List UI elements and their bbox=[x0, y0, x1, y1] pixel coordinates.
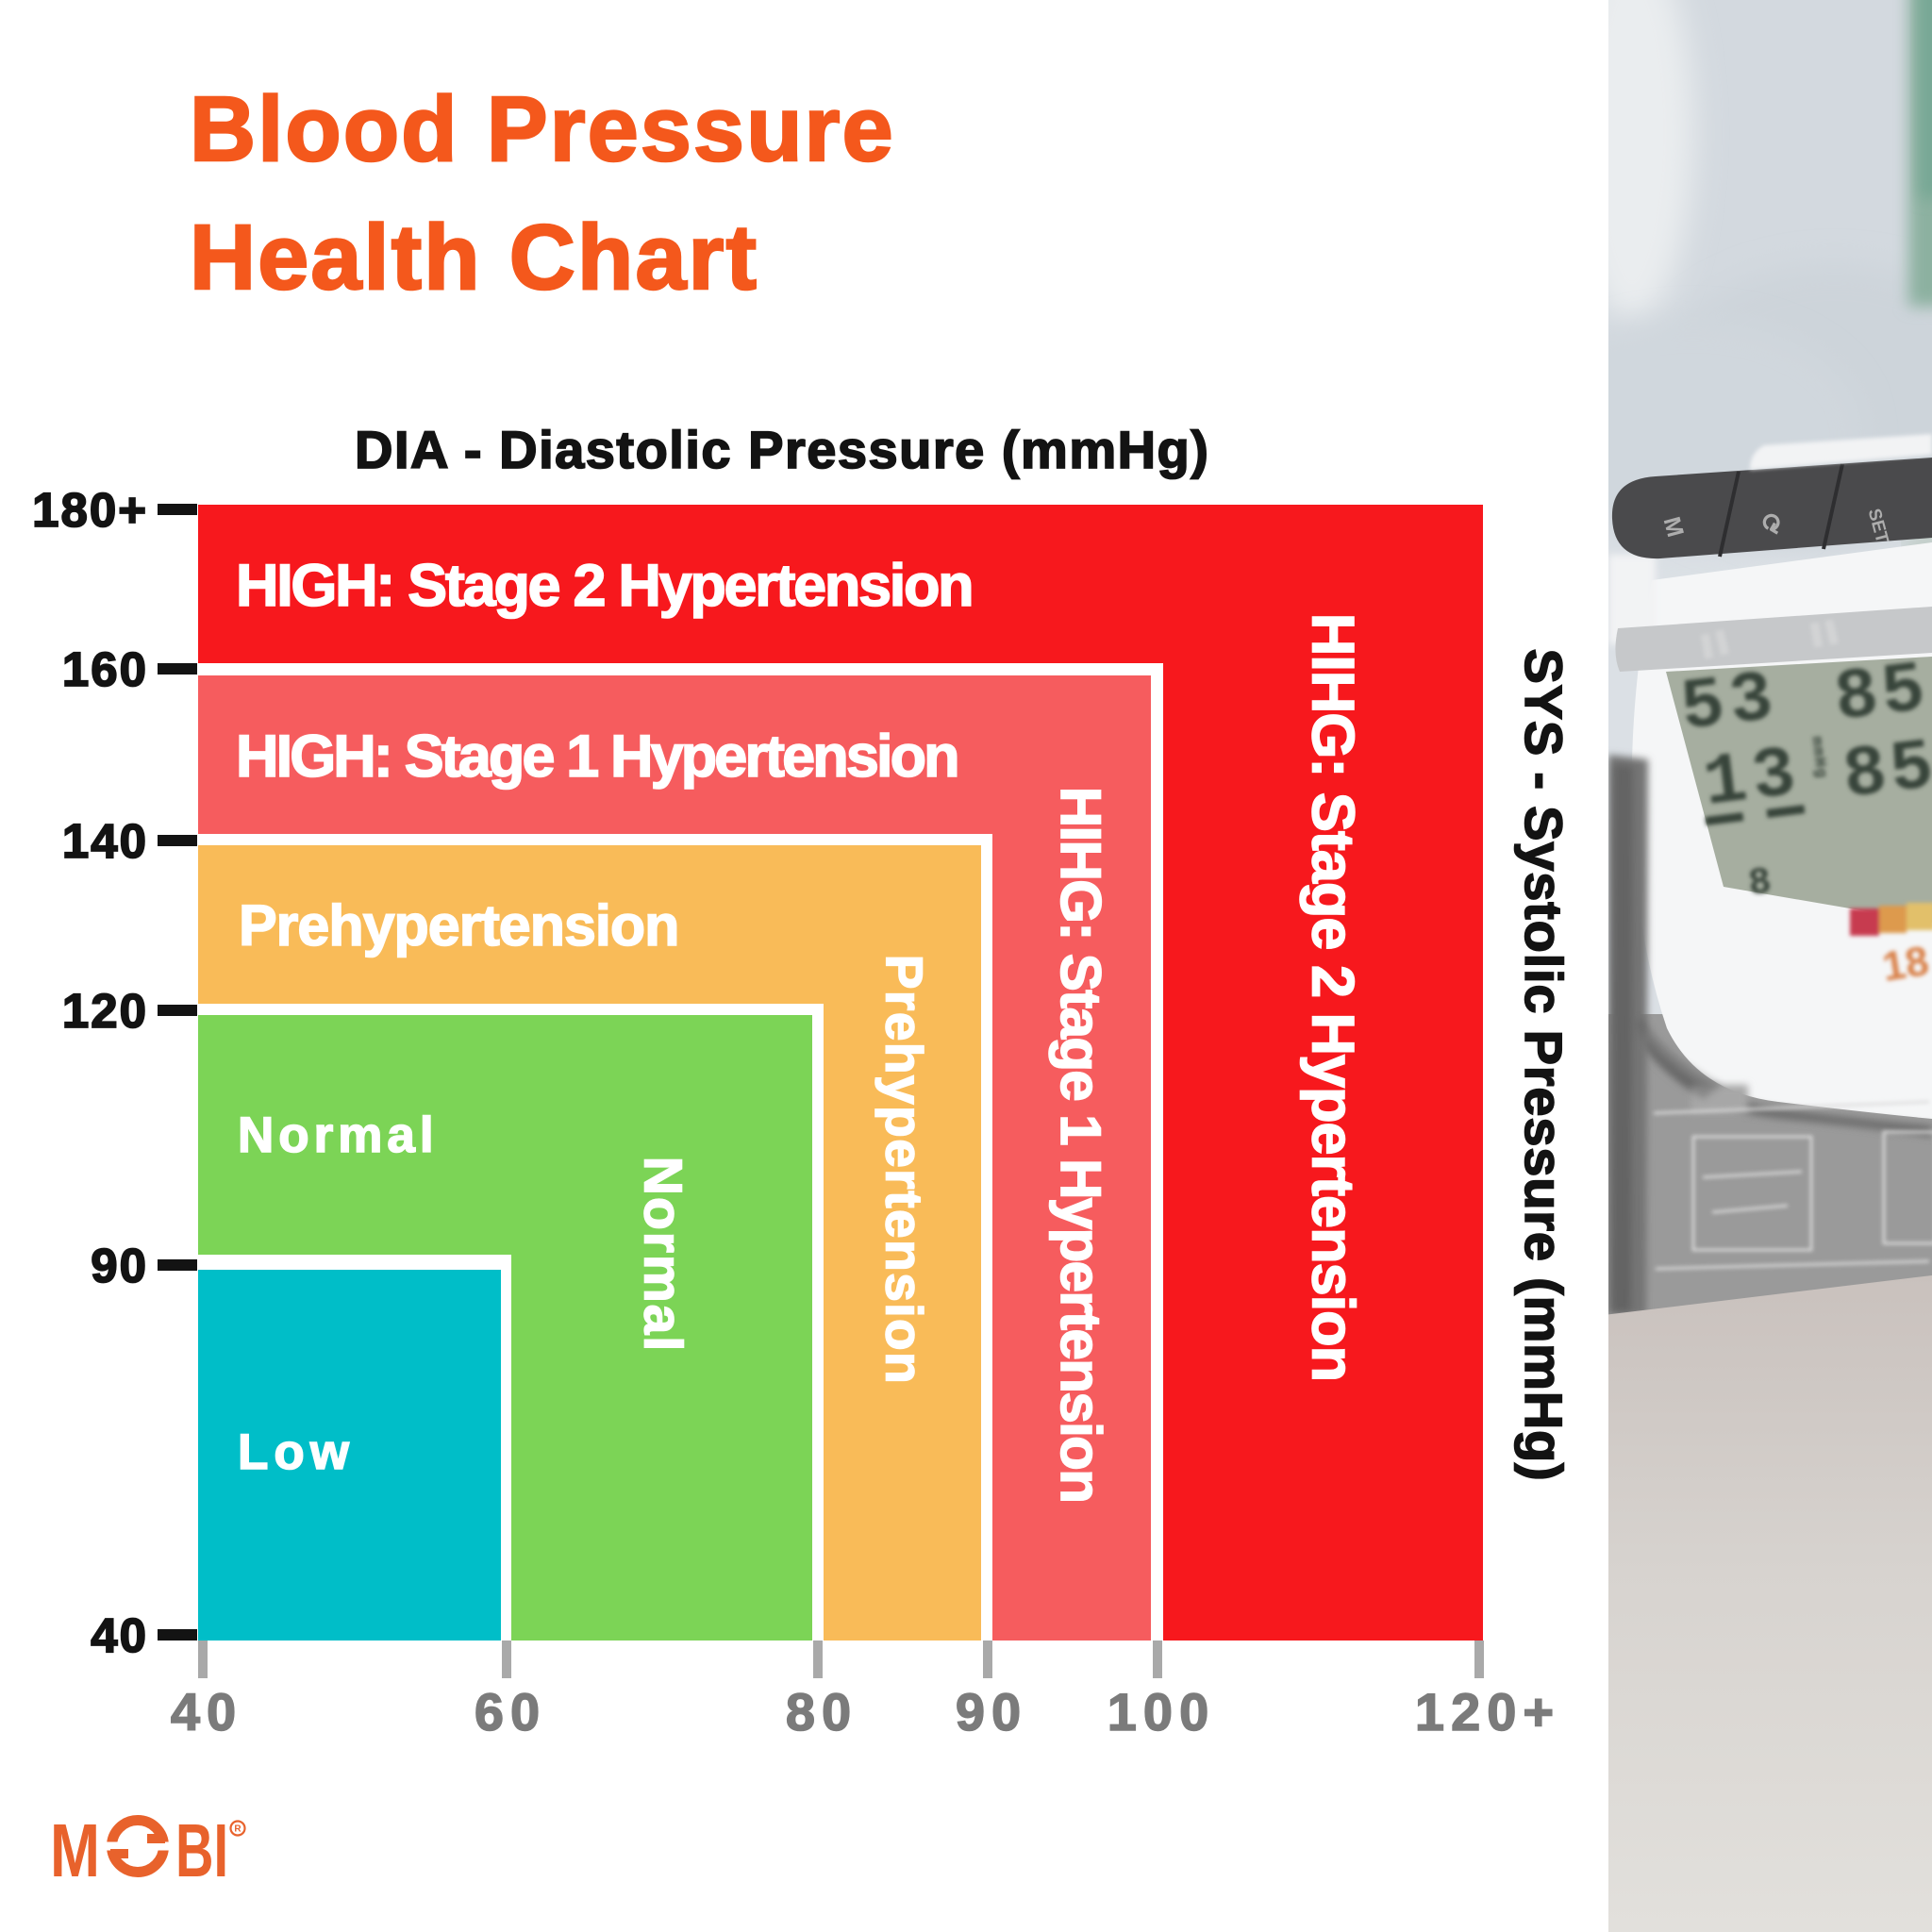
svg-text:85: 85 bbox=[1839, 725, 1932, 817]
svg-text:M: M bbox=[50, 1811, 100, 1887]
svg-text:53: 53 bbox=[1676, 658, 1783, 750]
svg-text:BI: BI bbox=[175, 1811, 228, 1887]
svg-text:R: R bbox=[234, 1824, 242, 1835]
svg-text:8: 8 bbox=[1746, 861, 1774, 907]
svg-text:85: 85 bbox=[1830, 648, 1932, 740]
svg-text:18: 18 bbox=[1879, 938, 1932, 991]
